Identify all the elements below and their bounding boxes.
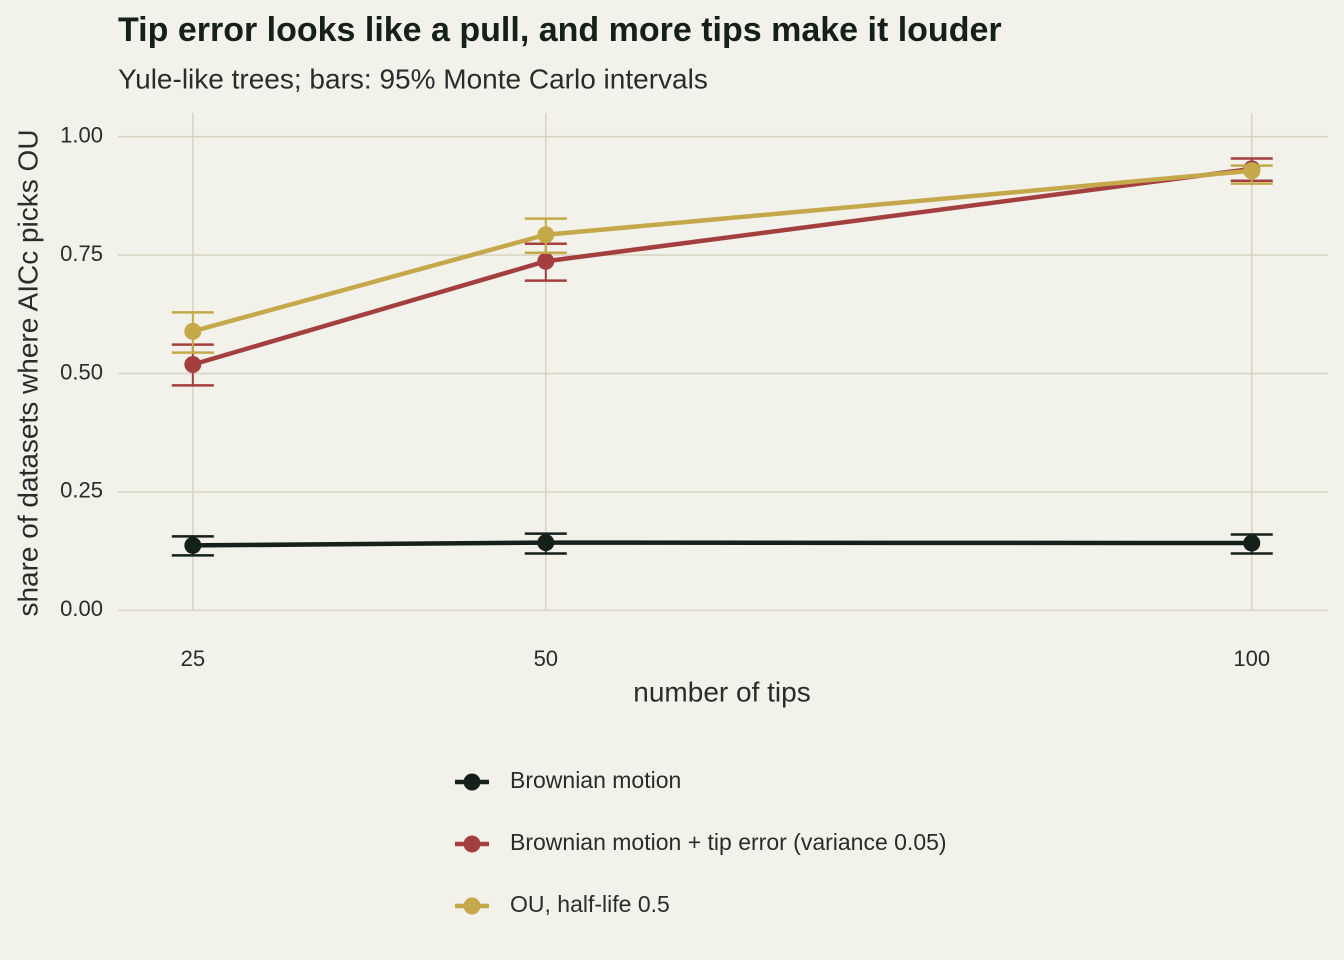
- y-tick-label: 0.00: [60, 596, 103, 621]
- x-tick-label: 100: [1233, 646, 1270, 671]
- legend-label: Brownian motion: [510, 767, 681, 793]
- y-tick-label: 1.00: [60, 122, 103, 147]
- point: [537, 534, 555, 552]
- y-tick-label: 0.50: [60, 359, 103, 384]
- legend-swatch: [463, 835, 481, 853]
- legend-swatch: [463, 897, 481, 915]
- point: [184, 356, 202, 374]
- legend-label: Brownian motion + tip error (variance 0.…: [510, 829, 947, 855]
- x-tick-label: 50: [534, 646, 558, 671]
- point: [537, 226, 555, 244]
- chart-title: Tip error looks like a pull, and more ti…: [118, 11, 1002, 49]
- legend-swatch: [463, 773, 481, 791]
- x-tick-label: 25: [181, 646, 205, 671]
- x-axis-label: number of tips: [633, 676, 810, 707]
- point: [1243, 162, 1261, 180]
- legend-label: OU, half-life 0.5: [510, 891, 670, 917]
- point: [184, 536, 202, 554]
- point: [537, 252, 555, 270]
- y-tick-label: 0.75: [60, 241, 103, 266]
- point: [184, 322, 202, 340]
- y-axis-label: share of datasets where AICc picks OU: [12, 129, 43, 616]
- y-tick-label: 0.25: [60, 478, 103, 503]
- point: [1243, 534, 1261, 552]
- chart-subtitle: Yule-like trees; bars: 95% Monte Carlo i…: [118, 63, 708, 94]
